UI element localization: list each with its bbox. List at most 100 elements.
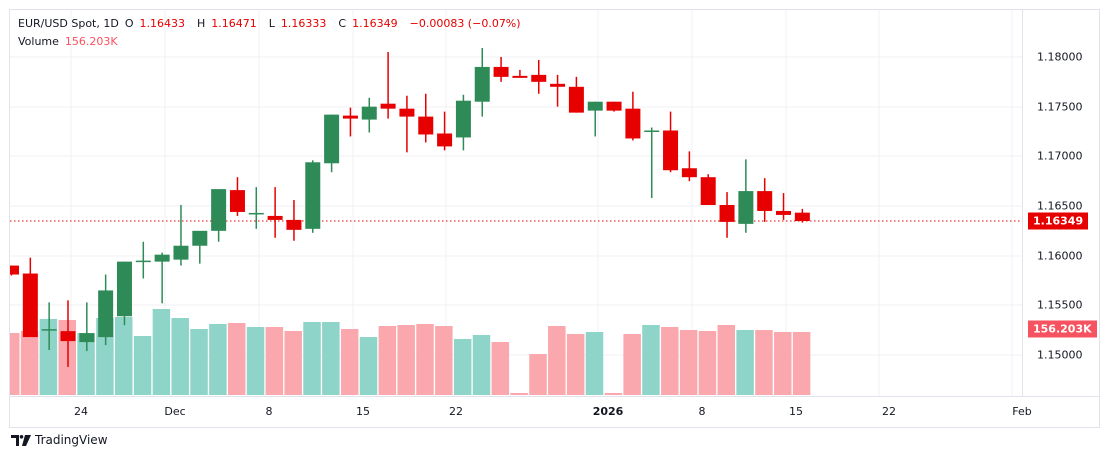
- price-tick: 1.18000: [1037, 50, 1083, 64]
- volume-bar: [717, 325, 736, 395]
- volume-bar: [679, 330, 698, 395]
- volume-bar: [510, 393, 528, 395]
- time-tick: 22: [882, 405, 896, 418]
- volume-bar: [378, 326, 397, 395]
- volume-bar: [698, 331, 717, 395]
- close-value: C 1.16349: [338, 17, 398, 30]
- price-tick: 1.16500: [1037, 199, 1083, 213]
- price-tick: 1.15500: [1037, 298, 1083, 312]
- volume-bar: [246, 327, 265, 395]
- volume-bar: [152, 309, 171, 395]
- time-tick: 15: [356, 405, 370, 418]
- volume-label[interactable]: Volume: [18, 35, 59, 48]
- volume-value: 156.203K: [64, 35, 118, 48]
- candlestick-chart[interactable]: [10, 10, 1022, 396]
- price-tick: 1.16000: [1037, 249, 1083, 263]
- price-tick: 1.17500: [1037, 100, 1083, 114]
- open-value: O 1.16433: [124, 17, 185, 30]
- volume-bar: [529, 354, 547, 395]
- volume-bar: [322, 322, 340, 395]
- volume-bar: [227, 323, 246, 395]
- volume-bar: [604, 393, 623, 395]
- price-tick: 1.15000: [1037, 348, 1083, 362]
- volume-bar: [623, 334, 641, 395]
- candle-body: [757, 191, 773, 211]
- candle-body: [154, 254, 170, 262]
- candle-body: [700, 177, 716, 206]
- candle-body: [79, 333, 95, 343]
- candle-body: [474, 66, 490, 102]
- candle-body: [512, 75, 528, 78]
- volume-bar: [96, 318, 114, 395]
- volume-bar: [114, 317, 133, 395]
- candle-body: [229, 190, 245, 212]
- volume-row: Volume 156.203K: [18, 33, 527, 51]
- volume-bar: [548, 326, 566, 395]
- time-axis[interactable]: 24 Dec 8 15 22 2026 8 15 22 Feb: [10, 396, 1099, 428]
- low-value: L 1.16333: [268, 17, 327, 30]
- volume-bar: [472, 335, 491, 395]
- volume-bar: [340, 329, 359, 395]
- price-tick: 1.17000: [1037, 149, 1083, 163]
- candle-body: [738, 191, 754, 224]
- candle-body: [606, 101, 622, 111]
- candle-body: [41, 329, 57, 331]
- chart-plot-area[interactable]: [10, 10, 1022, 396]
- volume-bar: [416, 324, 434, 395]
- candle-body: [211, 189, 227, 231]
- candle-body: [625, 108, 641, 139]
- volume-bar: [265, 327, 284, 395]
- candle-body: [568, 86, 584, 113]
- volume-bar: [453, 339, 472, 395]
- volume-bar: [190, 329, 208, 395]
- time-tick: Dec: [164, 405, 186, 418]
- candle-body: [418, 116, 434, 135]
- candle-body: [681, 168, 697, 178]
- volume-bar: [284, 331, 302, 395]
- candle-body: [550, 83, 566, 87]
- time-tick: 24: [74, 405, 88, 418]
- volume-bar: [792, 332, 811, 395]
- volume-bar: [10, 333, 20, 395]
- candle-body: [399, 108, 415, 117]
- volume-bar: [642, 325, 660, 395]
- time-tick: 8: [698, 405, 706, 418]
- candle-body: [531, 74, 547, 82]
- candle-body: [361, 106, 377, 120]
- candle-body: [587, 101, 603, 111]
- time-tick-year: 2026: [592, 405, 624, 418]
- volume-bar: [774, 332, 792, 395]
- volume-bar: [585, 332, 604, 395]
- volume-bar: [736, 330, 754, 395]
- chart-legend: EUR/USD Spot, 1D O 1.16433 H 1.16471 L 1.16333…: [18, 15, 527, 51]
- high-value: H 1.16471: [197, 17, 257, 30]
- candle-body: [173, 245, 189, 260]
- last-price-tag: 1.16349: [1028, 212, 1089, 230]
- price-axis[interactable]: 1.18000 1.17500 1.17000 1.16500 1.16000 …: [1022, 10, 1100, 396]
- volume-bar: [77, 333, 95, 395]
- volume-bar: [491, 342, 510, 395]
- candle-body: [60, 331, 76, 342]
- candle-body: [493, 66, 509, 77]
- candle-body: [380, 103, 396, 109]
- time-tick: Feb: [1012, 405, 1032, 418]
- volume-bar: [39, 319, 58, 395]
- time-tick: 8: [265, 405, 273, 418]
- volume-bar: [359, 337, 378, 395]
- time-tick: 22: [449, 405, 463, 418]
- tradingview-logo[interactable]: TradingView: [11, 433, 108, 447]
- ohlc-row: EUR/USD Spot, 1D O 1.16433 H 1.16471 L 1.16333…: [18, 15, 527, 33]
- candle-body: [248, 212, 264, 215]
- volume-bar: [566, 334, 585, 395]
- candle-body: [98, 290, 114, 338]
- candle-body: [644, 130, 660, 133]
- candle-body: [10, 265, 19, 275]
- symbol-label[interactable]: EUR/USD Spot, 1D: [18, 17, 119, 30]
- candle-body: [776, 210, 792, 215]
- last-volume-tag: 156.203K: [1028, 320, 1097, 338]
- candle-body: [192, 230, 208, 246]
- candle-body: [22, 273, 38, 338]
- candle-body: [719, 205, 735, 222]
- candle-body: [267, 215, 283, 220]
- candle-body: [794, 212, 810, 221]
